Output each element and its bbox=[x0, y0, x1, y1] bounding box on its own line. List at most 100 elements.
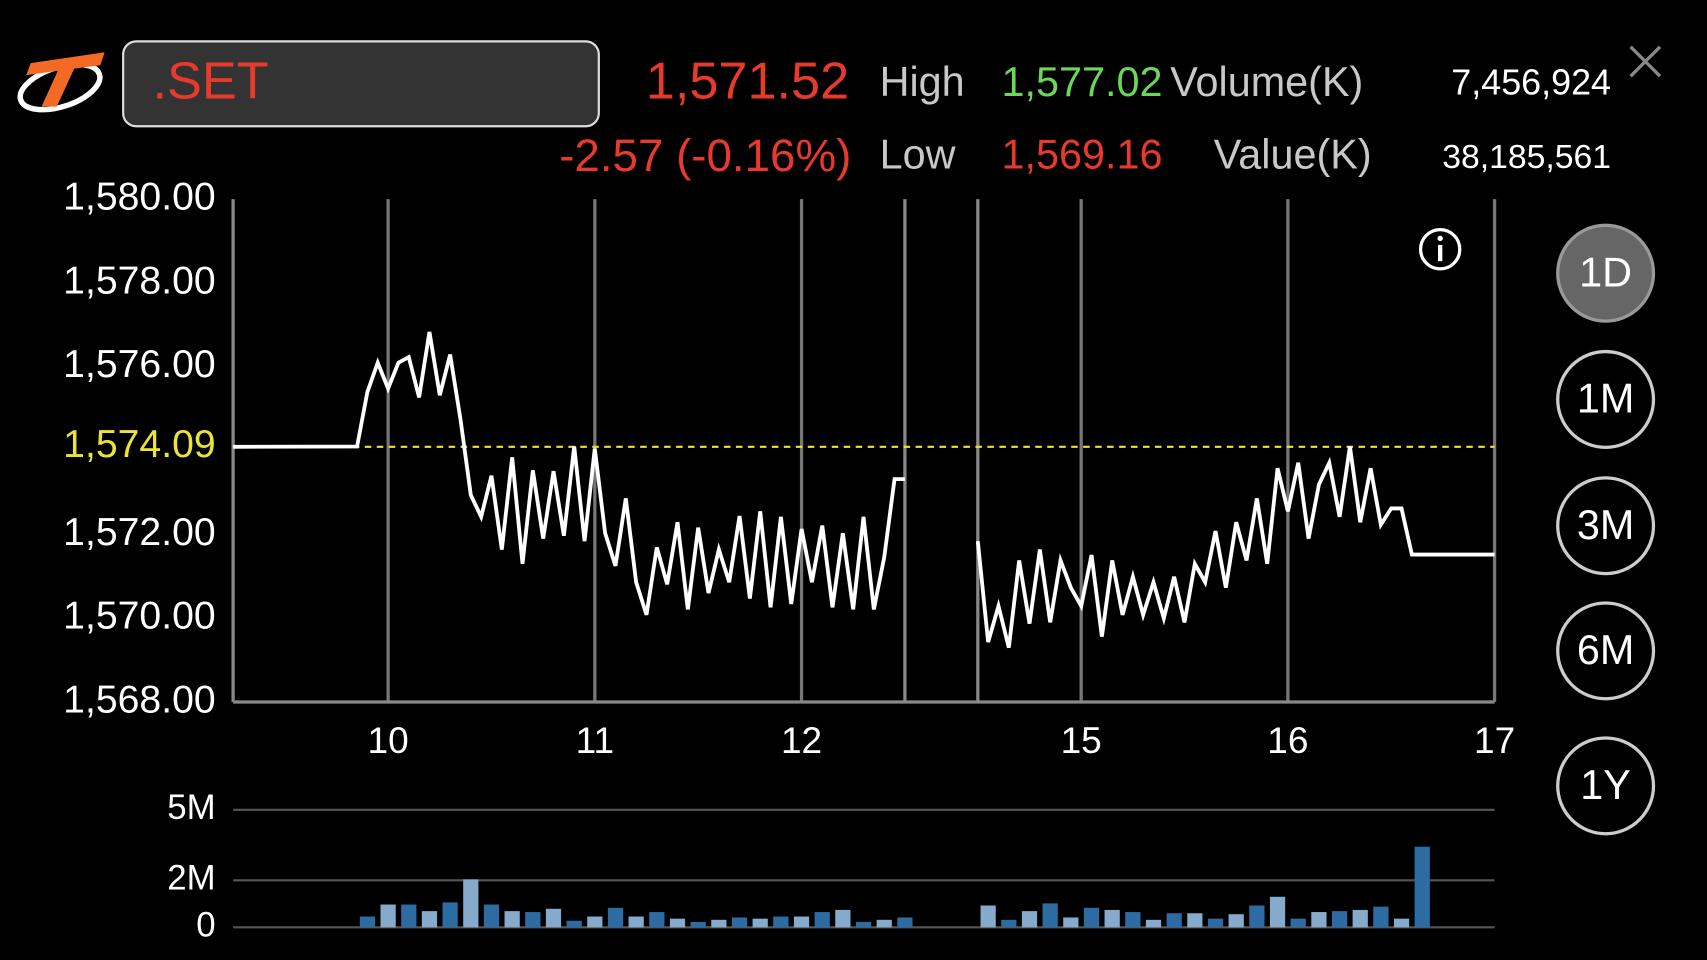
price-chart: 1,568.00 1,570.00 1,572.00 1,574.09 1,576.00… bbox=[63, 176, 1515, 762]
x-tick-label: 17 bbox=[1474, 720, 1515, 761]
y-tick-label: 5M bbox=[167, 788, 215, 827]
volume-bar bbox=[1269, 896, 1286, 928]
period-button[interactable]: 6M bbox=[1556, 601, 1656, 701]
volume-bar bbox=[421, 911, 438, 928]
volume-bar bbox=[1125, 912, 1141, 928]
value-label: Value(K) bbox=[1214, 132, 1372, 178]
volume-bar bbox=[628, 916, 644, 928]
low-value: 1,569.16 bbox=[1002, 132, 1163, 178]
high-value: 1,577.02 bbox=[1002, 59, 1163, 105]
period-button[interactable]: 1M bbox=[1556, 349, 1656, 449]
x-tick-label: 11 bbox=[576, 720, 614, 761]
high-label: High bbox=[880, 59, 965, 105]
period-label: 1M bbox=[1577, 376, 1634, 422]
volume-bar bbox=[504, 911, 520, 928]
volume-bar bbox=[690, 921, 706, 928]
volume-bar bbox=[711, 919, 727, 928]
volume-bar bbox=[1001, 919, 1017, 928]
volume-bar bbox=[1187, 913, 1203, 928]
y-tick-label: 1,580.00 bbox=[63, 176, 215, 219]
period-label: 6M bbox=[1577, 627, 1634, 673]
volume-bar bbox=[525, 912, 541, 928]
volume-bar bbox=[1393, 918, 1410, 928]
y-tick-label: 1,574.09 bbox=[63, 423, 215, 466]
volume-bar bbox=[545, 908, 562, 928]
y-tick-label: 1,576.00 bbox=[63, 343, 215, 386]
symbol-input[interactable] bbox=[122, 40, 600, 128]
volume-bar bbox=[793, 916, 810, 928]
y-tick-label: 1,570.00 bbox=[63, 595, 215, 638]
period-button[interactable]: 3M bbox=[1556, 476, 1656, 576]
volume-bar bbox=[1331, 911, 1348, 928]
y-tick-label: 1,572.00 bbox=[63, 511, 215, 554]
close-stroke bbox=[1629, 45, 1662, 78]
period-circle bbox=[1556, 601, 1656, 701]
period-circle bbox=[1556, 349, 1656, 449]
volume-bar bbox=[876, 919, 892, 928]
volume-bar bbox=[483, 904, 500, 928]
volume-bar bbox=[1414, 846, 1430, 928]
y-tick-label: 1,578.00 bbox=[63, 259, 215, 302]
volume-bar bbox=[1042, 903, 1058, 928]
y-tick-label: 2M bbox=[167, 859, 215, 898]
info-dot bbox=[1437, 235, 1443, 242]
volume-bar bbox=[649, 912, 665, 928]
volume-bar bbox=[835, 909, 851, 928]
volume-bar bbox=[1290, 918, 1306, 928]
volume-bar bbox=[1249, 905, 1265, 928]
volume-bar bbox=[380, 904, 396, 928]
volume-label: Volume(K) bbox=[1170, 59, 1363, 105]
y-tick-label: 0 bbox=[196, 906, 215, 945]
period-circle bbox=[1556, 736, 1656, 836]
info-circle bbox=[1418, 228, 1462, 271]
volume-bar bbox=[463, 879, 479, 928]
volume-value: 7,456,924 bbox=[1451, 61, 1611, 102]
x-tick-label: 10 bbox=[368, 720, 409, 761]
period-button[interactable]: 1Y bbox=[1556, 736, 1656, 836]
volume-bar bbox=[1083, 907, 1100, 928]
volume-bar bbox=[1104, 909, 1120, 928]
close-button[interactable] bbox=[1629, 45, 1662, 78]
x-tick-label: 12 bbox=[781, 720, 822, 761]
period-label: 3M bbox=[1577, 502, 1634, 548]
period-label: 1D bbox=[1579, 249, 1632, 295]
price-line bbox=[233, 331, 1495, 649]
info-button[interactable] bbox=[1418, 228, 1462, 271]
volume-bar bbox=[814, 912, 830, 928]
volume-bar bbox=[442, 902, 458, 928]
volume-bar bbox=[401, 904, 417, 928]
period-circle bbox=[1556, 476, 1656, 576]
period-buttons: 1D 1M 3M 6M 1Y bbox=[1556, 223, 1656, 836]
volume-bar bbox=[587, 916, 603, 928]
change: -2.57 (-0.16%) bbox=[559, 130, 851, 181]
volume-chart: 0 2M 5M bbox=[167, 788, 1495, 945]
x-tick-label: 15 bbox=[1061, 720, 1102, 761]
volume-bar bbox=[773, 916, 789, 928]
volume-bar bbox=[1145, 919, 1162, 928]
period-circle bbox=[1556, 223, 1656, 323]
volume-bar bbox=[752, 918, 768, 928]
volume-bar bbox=[669, 918, 686, 928]
logo-mark bbox=[26, 52, 105, 107]
volume-bar bbox=[1166, 913, 1182, 928]
value-value: 38,185,561 bbox=[1442, 138, 1611, 176]
charts: 1,568.00 1,570.00 1,572.00 1,574.09 1,576.00… bbox=[63, 176, 1515, 945]
volume-bar bbox=[1352, 909, 1368, 928]
volume-bar bbox=[980, 905, 996, 928]
symbol[interactable]: .SET bbox=[153, 53, 269, 111]
volume-bar bbox=[897, 917, 913, 928]
volume-bar bbox=[731, 917, 748, 928]
low-label: Low bbox=[880, 132, 956, 178]
period-button[interactable]: 1D bbox=[1556, 223, 1656, 323]
y-tick-label: 1,568.00 bbox=[63, 678, 215, 721]
period-label: 1Y bbox=[1580, 762, 1631, 808]
volume-bar bbox=[1373, 906, 1389, 928]
volume-bar bbox=[359, 916, 376, 928]
volume-bar bbox=[855, 921, 872, 928]
volume-bar bbox=[1207, 918, 1224, 928]
volume-bar bbox=[607, 907, 624, 928]
volume-bar bbox=[1021, 911, 1038, 928]
volume-bar bbox=[566, 920, 582, 928]
